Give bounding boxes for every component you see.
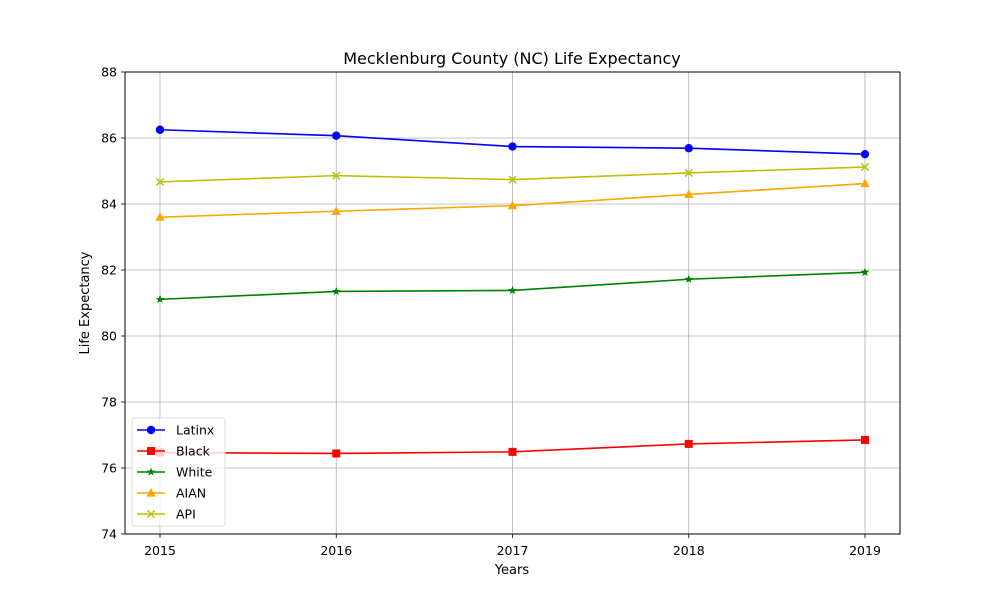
series-white bbox=[155, 267, 870, 304]
data-point-white bbox=[508, 285, 517, 295]
legend-marker bbox=[146, 467, 156, 476]
y-tick-label: 88 bbox=[101, 65, 117, 80]
legend-marker bbox=[146, 509, 156, 519]
x-marker-stroke bbox=[146, 509, 156, 519]
data-point-white bbox=[155, 294, 165, 304]
legend-marker bbox=[147, 447, 155, 455]
x-marker-stroke bbox=[684, 168, 693, 178]
x-tick-label: 2018 bbox=[673, 543, 705, 558]
series-aian bbox=[155, 178, 870, 221]
x-tick-label: 2016 bbox=[320, 543, 352, 558]
x-marker-stroke bbox=[155, 177, 165, 187]
x-tick-label: 2017 bbox=[497, 543, 529, 558]
data-point-api bbox=[155, 177, 165, 187]
chart-title: Mecklenburg County (NC) Life Expectancy bbox=[343, 49, 681, 68]
y-tick-label: 78 bbox=[101, 395, 117, 410]
x-marker-stroke bbox=[508, 175, 517, 184]
legend-marker bbox=[146, 488, 156, 497]
x-marker-stroke bbox=[332, 171, 341, 180]
y-tick-label: 84 bbox=[101, 197, 117, 212]
x-marker-stroke bbox=[860, 162, 870, 172]
legend: Latinx Black White AIAN API bbox=[131, 417, 226, 527]
data-point-api bbox=[860, 162, 870, 172]
data-point-latinx bbox=[155, 125, 165, 134]
series-latinx bbox=[155, 125, 870, 159]
legend-entry-black: Black bbox=[137, 444, 211, 459]
data-point-aian bbox=[684, 189, 694, 199]
legend-entry-latinx: Latinx bbox=[137, 423, 214, 438]
legend-marker bbox=[146, 425, 156, 435]
x-tick-label: 2015 bbox=[144, 543, 176, 558]
y-tick-label: 80 bbox=[101, 329, 117, 344]
legend-entry-api: API bbox=[137, 507, 196, 522]
legend-box bbox=[131, 417, 226, 527]
data-point-api bbox=[332, 171, 341, 180]
data-point-white bbox=[684, 274, 694, 283]
data-point-black bbox=[684, 439, 693, 448]
x-tick-label: 2019 bbox=[849, 543, 881, 558]
y-axis-label: Life Expectancy bbox=[78, 251, 93, 354]
legend-entry-white: White bbox=[137, 465, 213, 480]
legend-label: Latinx bbox=[176, 423, 214, 438]
legend-label: API bbox=[176, 507, 196, 522]
data-point-api bbox=[684, 168, 693, 178]
data-point-black bbox=[861, 435, 869, 444]
legend-entry-aian: AIAN bbox=[137, 486, 206, 501]
x-axis-label: Years bbox=[494, 563, 530, 578]
data-point-latinx bbox=[684, 144, 693, 153]
data-point-aian bbox=[155, 212, 165, 221]
y-tick-label: 82 bbox=[101, 263, 117, 278]
data-point-black bbox=[332, 449, 341, 458]
data-point-white bbox=[860, 267, 870, 276]
legend-label: Black bbox=[176, 444, 211, 459]
data-point-aian bbox=[860, 178, 870, 188]
series-layer bbox=[155, 125, 870, 458]
data-point-api bbox=[508, 175, 517, 184]
y-axis-ticks: 74 76 78 80 82 84 86 88 bbox=[101, 65, 125, 542]
y-tick-label: 76 bbox=[101, 461, 117, 476]
legend-label: White bbox=[176, 465, 213, 480]
data-point-black bbox=[508, 447, 517, 456]
x-axis-ticks: 2015 2016 2017 2018 2019 bbox=[144, 534, 881, 558]
y-tick-label: 74 bbox=[101, 527, 117, 542]
series-api bbox=[155, 162, 870, 187]
legend-label: AIAN bbox=[176, 486, 206, 501]
data-point-latinx bbox=[332, 131, 341, 140]
data-point-aian bbox=[507, 200, 518, 210]
data-point-latinx bbox=[508, 142, 517, 151]
data-point-white bbox=[331, 286, 341, 296]
data-point-latinx bbox=[860, 149, 870, 159]
data-point-aian bbox=[331, 206, 341, 215]
y-tick-label: 86 bbox=[101, 131, 117, 146]
